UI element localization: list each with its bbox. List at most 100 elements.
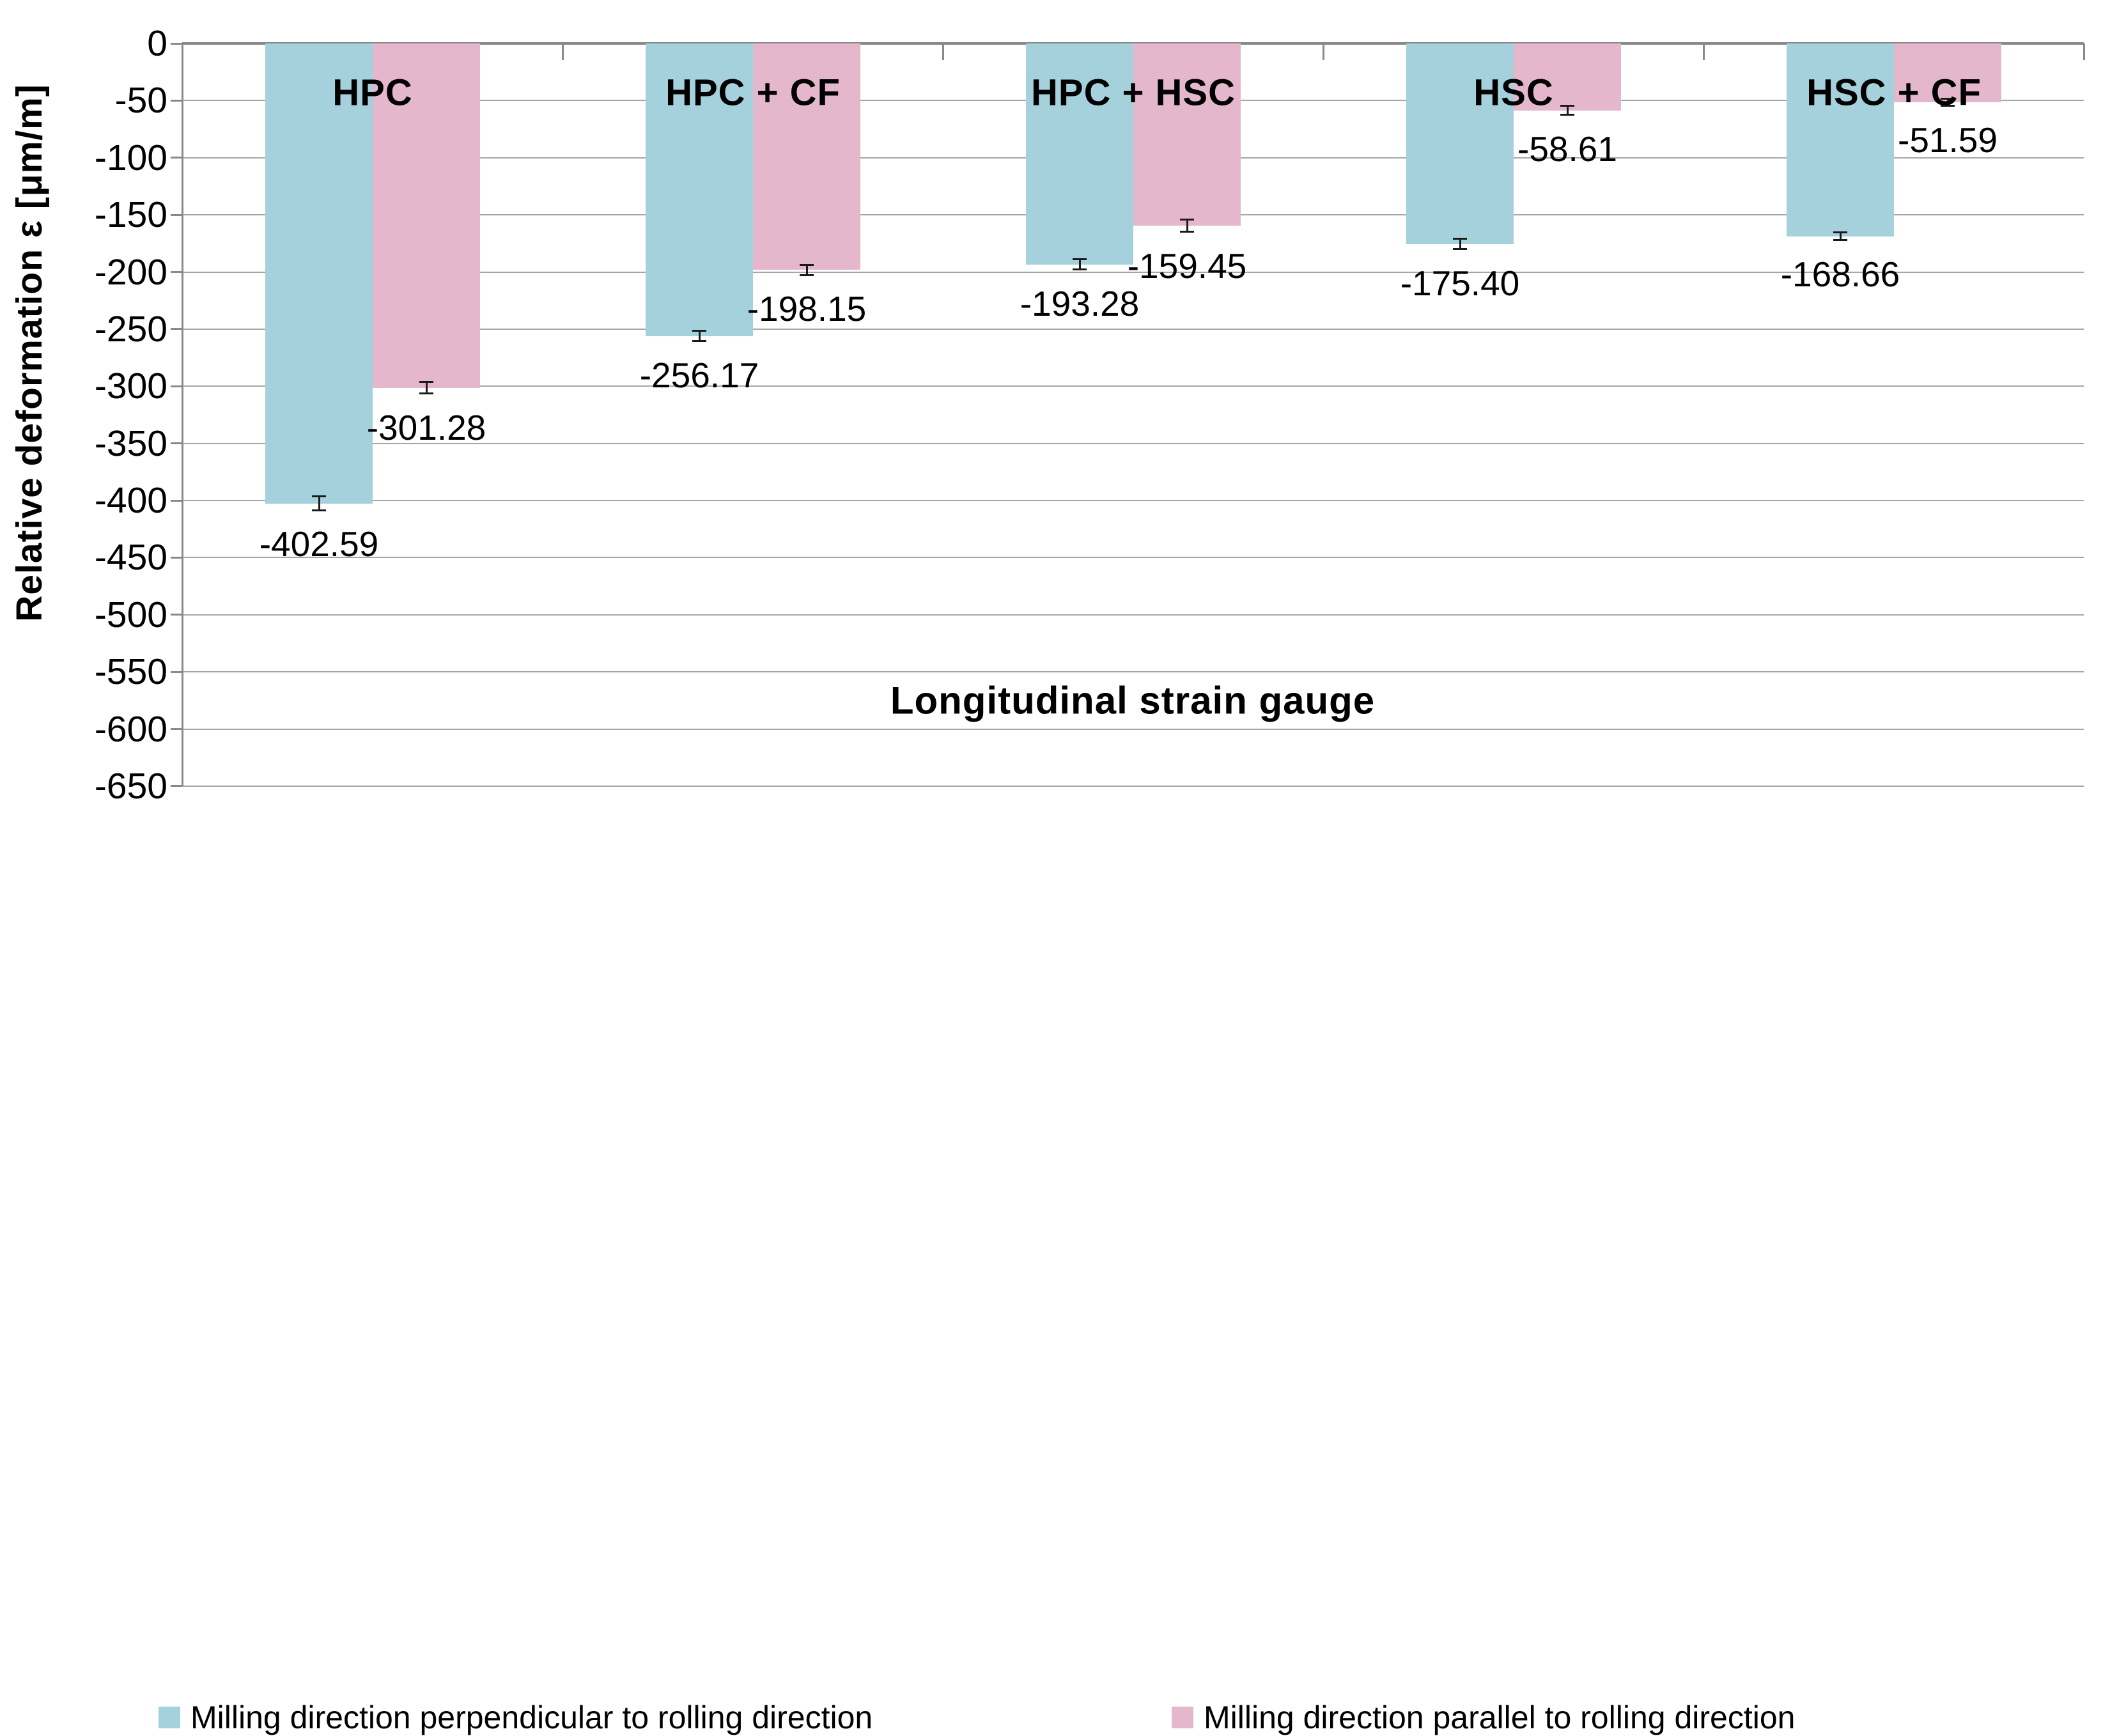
y-axis-tick bbox=[171, 157, 182, 159]
error-bar-cap bbox=[1833, 231, 1847, 233]
error-bar-cap bbox=[1560, 105, 1574, 107]
y-tick-label: -200 bbox=[94, 251, 167, 293]
data-label: -51.59 bbox=[1898, 120, 1998, 160]
error-bar-cap bbox=[312, 509, 326, 511]
gridline bbox=[182, 500, 2084, 502]
y-axis-tick bbox=[171, 728, 182, 731]
y-axis-tick bbox=[171, 213, 182, 216]
y-tick-label: -250 bbox=[94, 308, 167, 350]
error-bar-line bbox=[1839, 232, 1842, 240]
bar-HPC+HSC-parallel bbox=[1133, 43, 1241, 226]
y-axis-tick bbox=[171, 442, 182, 445]
gridline bbox=[182, 328, 2084, 330]
error-bar-cap bbox=[692, 340, 706, 343]
y-tick-label: -600 bbox=[94, 708, 167, 750]
y-axis-tick bbox=[171, 328, 182, 330]
error-bar-line bbox=[1946, 98, 1949, 106]
data-label: -198.15 bbox=[747, 289, 867, 329]
data-label: -301.28 bbox=[366, 407, 486, 447]
legend-swatch-parallel bbox=[1172, 1707, 1193, 1728]
category-label: HPC + CF bbox=[665, 72, 841, 114]
category-tick bbox=[1702, 43, 1705, 60]
y-tick-label: -400 bbox=[94, 480, 167, 522]
gridline bbox=[182, 271, 2084, 273]
category-label: HSC bbox=[1473, 72, 1554, 114]
plot-area: 0 -50 -100 -150 -200 -250 -300 -350 -400 -450 -500… bbox=[94, 23, 2085, 807]
category-tick bbox=[942, 43, 944, 60]
error-bar-line bbox=[1566, 105, 1569, 115]
error-bar-cap bbox=[1073, 268, 1087, 271]
error-bar-line bbox=[318, 496, 320, 511]
y-axis-tick bbox=[171, 785, 182, 787]
gridline bbox=[182, 728, 2084, 730]
y-axis-tick bbox=[171, 670, 182, 673]
error-bar-cap bbox=[1453, 248, 1467, 251]
error-bar-cap bbox=[312, 495, 326, 498]
error-bar-line bbox=[1459, 238, 1461, 249]
legend-swatch-perpendicular bbox=[159, 1707, 180, 1728]
gridline bbox=[182, 557, 2084, 559]
error-bar-cap bbox=[419, 381, 433, 384]
error-bar-line bbox=[1078, 259, 1081, 270]
bar-HPC-perpendicular bbox=[265, 43, 373, 504]
gridline bbox=[182, 385, 2084, 387]
error-bar-cap bbox=[1073, 258, 1087, 260]
y-tick-label: -650 bbox=[94, 765, 167, 807]
y-axis-tick bbox=[171, 614, 182, 616]
chart-annotation: Longitudinal strain gauge bbox=[890, 679, 1376, 722]
error-bar-cap bbox=[692, 330, 706, 332]
category-label: HSC + CF bbox=[1806, 72, 1982, 114]
legend: Milling direction perpendicular to rolli… bbox=[0, 844, 2126, 1735]
gridline bbox=[182, 442, 2084, 444]
error-bar-cap bbox=[1453, 238, 1467, 240]
bar-HSC-parallel bbox=[1514, 43, 1621, 111]
legend-item-perpendicular: Milling direction perpendicular to rolli… bbox=[159, 1699, 873, 1736]
category-label: HPC bbox=[332, 72, 413, 114]
y-axis-tick bbox=[171, 99, 182, 102]
y-tick-label: -500 bbox=[94, 594, 167, 635]
y-tick-label: -350 bbox=[94, 422, 167, 464]
bar-chart: Relative deformation ε [μm/m] 0 -50 -100 -1… bbox=[0, 23, 2126, 1735]
y-axis-tick bbox=[171, 42, 182, 45]
error-bar-cap bbox=[1833, 239, 1847, 242]
error-bar-cap bbox=[1941, 105, 1955, 107]
legend-item-parallel: Milling direction parallel to rolling di… bbox=[1172, 1699, 1795, 1736]
error-bar-line bbox=[425, 382, 428, 394]
bar-HSC-perpendicular bbox=[1406, 43, 1514, 244]
category-tick bbox=[181, 43, 183, 60]
data-label: -58.61 bbox=[1517, 128, 1617, 169]
data-label: -256.17 bbox=[639, 355, 759, 395]
y-tick-label: 0 bbox=[147, 23, 167, 64]
y-axis-tick bbox=[171, 556, 182, 559]
legend-label-parallel: Milling direction parallel to rolling di… bbox=[1204, 1700, 1796, 1735]
data-label: -175.40 bbox=[1400, 263, 1520, 303]
error-bar-cap bbox=[1560, 114, 1574, 116]
bar-HSC+CF-perpendicular bbox=[1787, 43, 1894, 236]
data-label: -193.28 bbox=[1020, 283, 1140, 323]
gridline bbox=[182, 785, 2084, 787]
error-bar-cap bbox=[800, 263, 814, 266]
bar-HPC+HSC-perpendicular bbox=[1026, 43, 1133, 265]
data-label: -168.66 bbox=[1780, 254, 1900, 294]
y-tick-label: -450 bbox=[94, 537, 167, 578]
error-bar-cap bbox=[1180, 218, 1194, 221]
error-bar-line bbox=[1186, 219, 1188, 232]
bar-HPC+CF-parallel bbox=[753, 43, 860, 270]
gridline bbox=[182, 671, 2084, 673]
y-axis-tick bbox=[171, 271, 182, 274]
y-axis-line bbox=[182, 43, 183, 786]
error-bar-cap bbox=[800, 274, 814, 276]
y-tick-label: -100 bbox=[94, 137, 167, 178]
data-label: -159.45 bbox=[1127, 245, 1247, 286]
category-tick bbox=[1322, 43, 1324, 60]
error-bar-cap bbox=[419, 392, 433, 395]
error-bar-line bbox=[805, 265, 808, 275]
y-tick-label: -50 bbox=[114, 80, 167, 121]
error-bar-line bbox=[698, 330, 701, 341]
error-bar-cap bbox=[1180, 231, 1194, 233]
gridline bbox=[182, 614, 2084, 616]
error-bar-cap bbox=[1941, 98, 1955, 100]
y-tick-label: -550 bbox=[94, 651, 167, 693]
y-axis-tick bbox=[171, 499, 182, 502]
y-tick-label: -150 bbox=[94, 194, 167, 236]
